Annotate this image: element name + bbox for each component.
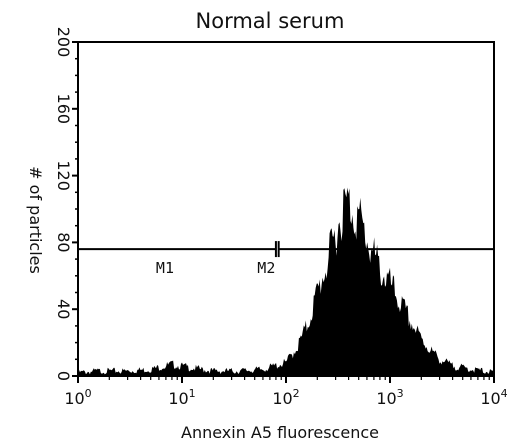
x-tick-label: 100: [64, 387, 91, 408]
y-tick-label: 40: [54, 299, 73, 319]
y-tick-label: 120: [54, 160, 73, 191]
y-tick-label: 80: [54, 232, 73, 252]
x-tick-label: 104: [480, 387, 507, 408]
gate-label-m1: M1: [156, 259, 174, 277]
plot-frame: [77, 41, 495, 377]
y-tick-label: 200: [54, 27, 73, 58]
plot-area: 0 40 80 120 160 200 100 101 102 103 104 M1 M2: [54, 27, 508, 408]
chart-title: Normal serum: [196, 9, 345, 33]
x-tick-label: 103: [376, 387, 403, 408]
histogram-area: [78, 187, 494, 376]
x-tick-label: 101: [168, 387, 195, 408]
y-axis-label: # of particles: [26, 166, 45, 274]
x-axis-label: Annexin A5 fluorescence: [181, 423, 379, 442]
y-tick-label: 0: [54, 371, 73, 381]
gate-label-m2: M2: [257, 259, 275, 277]
x-tick-label: 102: [272, 387, 299, 408]
y-tick-label: 160: [54, 94, 73, 125]
